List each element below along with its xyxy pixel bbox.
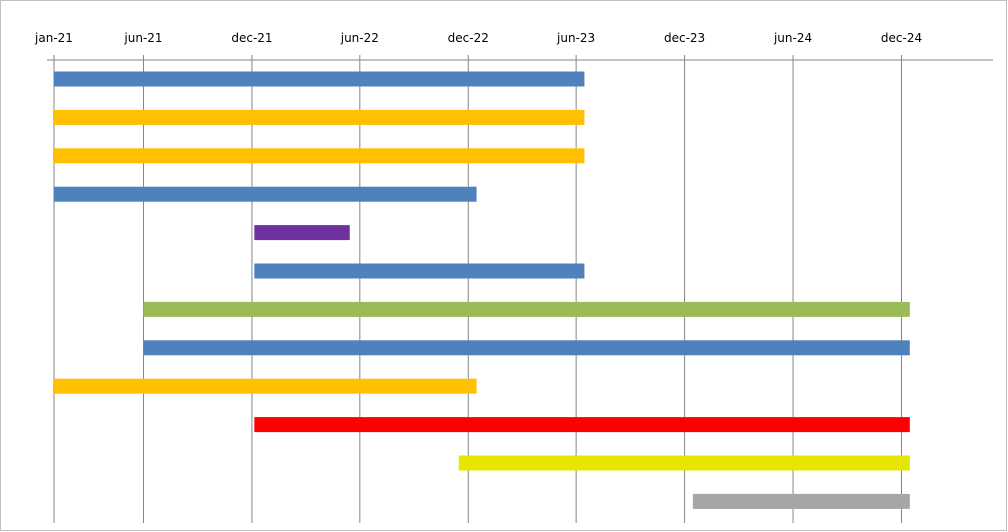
- gantt-bar-9: [54, 378, 477, 394]
- x-tick-label: dec-22: [448, 31, 489, 45]
- x-tick-label: jan-21: [34, 31, 73, 45]
- gantt-bar-4: [54, 186, 477, 202]
- x-tick-label: jun-23: [556, 31, 595, 45]
- x-tick-label: dec-21: [231, 31, 272, 45]
- gantt-bar-11: [458, 455, 910, 471]
- x-tick-label: jun-22: [340, 31, 379, 45]
- x-tick-label: dec-23: [664, 31, 705, 45]
- gantt-bar-12: [692, 493, 910, 509]
- grid-lines: [53, 55, 903, 523]
- gantt-bar-10: [254, 417, 910, 433]
- gantt-bars: [54, 71, 910, 509]
- gantt-bar-3: [54, 148, 585, 164]
- x-tick-label: dec-24: [881, 31, 922, 45]
- gantt-bar-8: [143, 340, 910, 356]
- x-tick-label: jun-21: [123, 31, 162, 45]
- gantt-bar-1: [54, 71, 585, 87]
- x-tick-label: jun-24: [773, 31, 812, 45]
- gantt-bar-2: [54, 109, 585, 125]
- x-tick-labels: jan-21 jun-21 dec-21 jun-22 dec-22 jun-23 dec-…: [34, 31, 922, 45]
- gantt-bar-5: [254, 225, 350, 241]
- gantt-bar-7: [143, 301, 910, 317]
- gantt-bar-6: [254, 263, 585, 279]
